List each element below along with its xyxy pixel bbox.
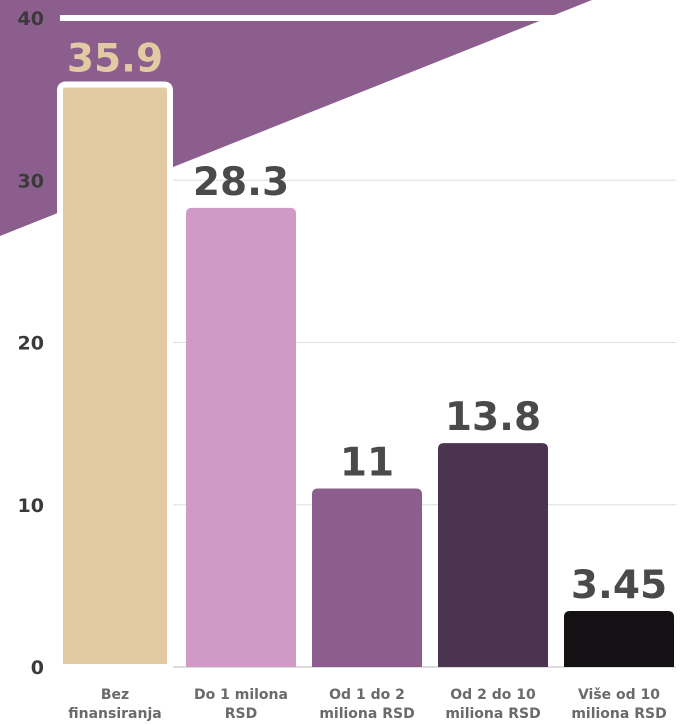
data-labels: 35.9 28.3 11 13.8 3.45 — [67, 37, 667, 609]
bar — [438, 443, 548, 667]
bars — [57, 81, 674, 670]
x-tick-label: miliona RSD — [445, 706, 540, 722]
x-tick-label: Od 1 do 2 — [329, 687, 405, 703]
x-tick-label: Do 1 milona — [194, 687, 288, 703]
data-label: 11 — [340, 441, 394, 486]
x-tick-label: finansiranja — [68, 706, 161, 722]
x-tick-label: Više od 10 — [578, 687, 660, 703]
data-label: 13.8 — [445, 395, 541, 440]
y-tick-label: 10 — [18, 495, 44, 517]
y-tick-label: 30 — [18, 170, 44, 192]
x-tick-label: Od 2 do 10 — [450, 687, 536, 703]
y-tick-label: 0 — [31, 657, 44, 679]
y-axis: 0 10 20 30 40 — [18, 8, 44, 679]
x-axis: Bez finansiranja Do 1 milona RSD Od 1 do 2 mi… — [68, 687, 666, 722]
bar — [312, 488, 422, 667]
data-label: 3.45 — [571, 563, 667, 608]
x-tick-label: Bez — [101, 687, 129, 703]
data-label: 28.3 — [193, 160, 289, 205]
y-tick-label: 40 — [18, 8, 44, 30]
bar — [57, 81, 173, 670]
x-tick-label: miliona RSD — [319, 706, 414, 722]
data-label: 35.9 — [67, 37, 163, 82]
bar — [186, 207, 296, 667]
x-tick-label: miliona RSD — [571, 706, 666, 722]
y-tick-label: 20 — [18, 333, 44, 355]
x-tick-label: RSD — [225, 706, 257, 722]
bar — [564, 611, 674, 667]
